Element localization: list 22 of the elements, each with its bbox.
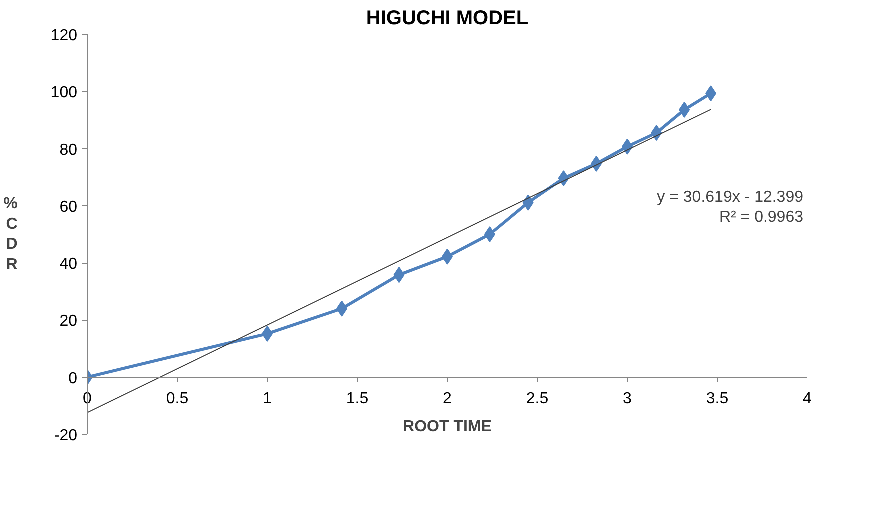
y-tick-label: 120 (50, 28, 78, 44)
x-tick-label: 1 (263, 390, 272, 408)
x-tick-label: 3 (623, 390, 632, 408)
point (484, 226, 496, 242)
y-tick-label: 80 (60, 142, 78, 159)
x-tick-label: 2 (443, 390, 452, 408)
x-tick-label: 2.5 (526, 390, 549, 408)
y-tick-label: 0 (68, 370, 78, 388)
x-tick-label: 0.5 (166, 390, 189, 408)
annotation: y = 30.619x - 12.399 (657, 188, 804, 206)
x-tick-label: 3.5 (706, 390, 729, 408)
chart-title: HIGUCHI MODEL (366, 8, 529, 30)
y-tick-label: 100 (50, 84, 78, 102)
y-tick-label: 40 (60, 256, 78, 274)
y-tick-label: 20 (60, 313, 78, 330)
x-tick-label: 4 (803, 390, 812, 408)
x-tick-label: 1.5 (346, 390, 369, 408)
annotation: R² = 0.9963 (719, 208, 804, 226)
y-axis-title: %CDR (4, 195, 18, 274)
x-axis-title: ROOT TIME (403, 418, 492, 436)
y-tick-label: -20 (54, 428, 78, 444)
y-tick-label: 60 (60, 198, 78, 216)
